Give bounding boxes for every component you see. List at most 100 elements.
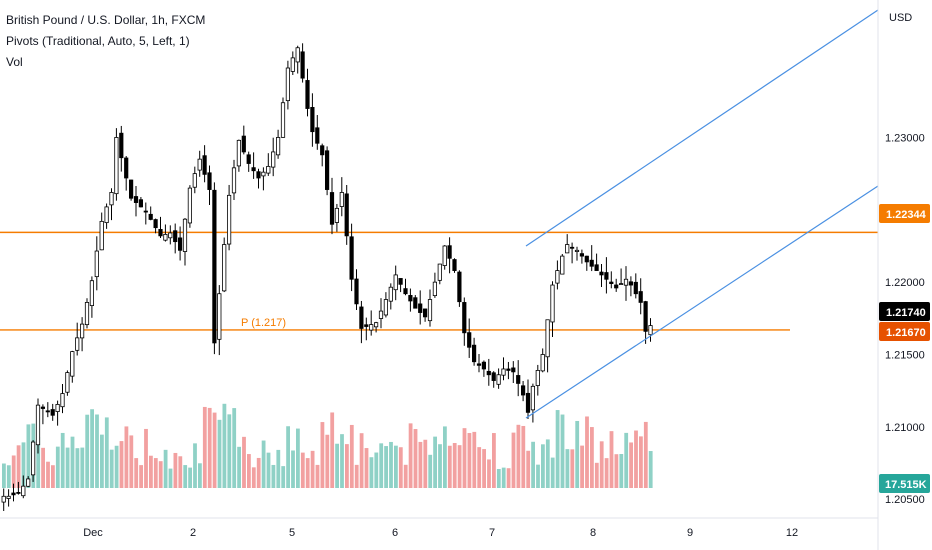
candle-body — [55, 404, 60, 412]
volume-bar — [60, 432, 65, 488]
volume-bar — [389, 441, 393, 488]
volume-bar — [227, 414, 232, 488]
candle-body — [119, 132, 124, 159]
volume-bar — [541, 444, 545, 488]
candle-body — [545, 319, 550, 358]
pivot-label: P (1.217) — [241, 317, 286, 329]
volume-bar — [237, 446, 241, 488]
volume-bar — [261, 440, 266, 488]
volume-bar — [634, 430, 638, 488]
volume-bar — [80, 447, 85, 488]
candle-body — [153, 219, 158, 229]
candle-body — [614, 284, 619, 289]
candle-body — [192, 173, 197, 188]
volume-bar — [501, 467, 506, 488]
volume-bar — [281, 466, 286, 488]
volume-bar — [153, 458, 158, 488]
candle-body — [364, 324, 369, 327]
volume-bar — [247, 454, 251, 488]
volume-bar — [526, 450, 531, 488]
candle-body — [124, 157, 129, 179]
volume-bar — [624, 432, 629, 488]
candle-body — [516, 375, 521, 384]
volume-bar — [26, 424, 31, 488]
candle-body — [310, 107, 315, 133]
candle-body — [212, 189, 217, 344]
candle-body — [50, 409, 55, 416]
symbol-title[interactable]: British Pound / U.S. Dollar, 1h, FXCM — [6, 13, 206, 27]
candle-body — [334, 207, 340, 223]
volume-bar — [447, 445, 452, 488]
volume-bar — [55, 446, 60, 488]
candle-body — [177, 237, 183, 251]
volume-bar — [565, 449, 570, 488]
volume-indicator-label[interactable]: Vol — [6, 55, 23, 69]
candle-body — [388, 286, 393, 302]
volume-bar — [438, 444, 442, 488]
candle-body — [84, 302, 90, 326]
resistance-price-text: 1.22344 — [886, 209, 927, 221]
volume-bar — [423, 439, 428, 488]
candle-body — [422, 308, 428, 318]
volume-tag: 17.515K — [879, 474, 930, 493]
candle-body — [163, 234, 168, 241]
candle-body — [30, 441, 36, 476]
volume-bar — [580, 445, 584, 488]
price-tick-label: 1.21500 — [885, 349, 925, 361]
candle-body — [491, 372, 496, 381]
channel-upper-line[interactable] — [525, 9, 879, 247]
candle-body — [104, 206, 109, 224]
candle-body — [643, 301, 648, 332]
volume-bar — [75, 448, 80, 488]
volume-bar — [163, 449, 168, 488]
candle-body — [217, 293, 222, 340]
candle-body — [481, 361, 487, 370]
price-tick-label: 1.20500 — [885, 494, 925, 506]
candle-body — [638, 291, 643, 303]
chart-legend: British Pound / U.S. Dollar, 1h, FXCM Pi… — [6, 10, 205, 73]
candle-body — [457, 271, 462, 303]
volume-bar — [119, 441, 124, 488]
volume-bar — [379, 443, 384, 488]
volume-bar — [188, 467, 192, 488]
volume-bar — [330, 412, 335, 488]
candle-body — [65, 372, 70, 393]
candle-body — [300, 51, 305, 79]
pivots-indicator-label[interactable]: Pivots (Traditional, Auto, 5, Left, 1) — [6, 34, 190, 48]
volume-bar — [521, 425, 526, 488]
candle-body — [280, 102, 286, 138]
candle-body — [432, 281, 438, 297]
candle-body — [11, 492, 16, 496]
trend-channel[interactable] — [525, 9, 879, 419]
candle-body — [511, 367, 516, 373]
candle-body — [555, 270, 560, 284]
candle-body — [403, 288, 408, 295]
candle-body — [623, 278, 629, 286]
volume-bar — [124, 426, 129, 488]
candle-body — [525, 392, 531, 413]
candle-body — [324, 150, 330, 190]
volume-bar — [251, 467, 256, 488]
time-tick-label: 5 — [289, 527, 295, 539]
candle-body — [35, 404, 41, 446]
volume-bar — [46, 461, 50, 488]
channel-lower-line[interactable] — [525, 185, 879, 419]
candle-body — [486, 370, 491, 376]
candle-body — [26, 478, 31, 487]
candle-body — [344, 193, 349, 237]
volume-bar — [21, 442, 26, 488]
volume-bar — [134, 458, 139, 488]
candle-body — [413, 297, 418, 309]
volume-bar — [139, 465, 143, 488]
volume-bar — [443, 426, 447, 488]
price-axis-background[interactable] — [879, 0, 932, 518]
volume-bar — [286, 426, 290, 488]
volume-bar — [305, 458, 310, 488]
volume-bar — [492, 433, 496, 488]
volume-bar — [320, 422, 325, 488]
candle-body — [158, 229, 163, 237]
candle-body — [246, 154, 251, 164]
pivot-price-tag: 1.21670 — [879, 322, 930, 341]
price-tick-label: 1.22000 — [885, 277, 925, 289]
